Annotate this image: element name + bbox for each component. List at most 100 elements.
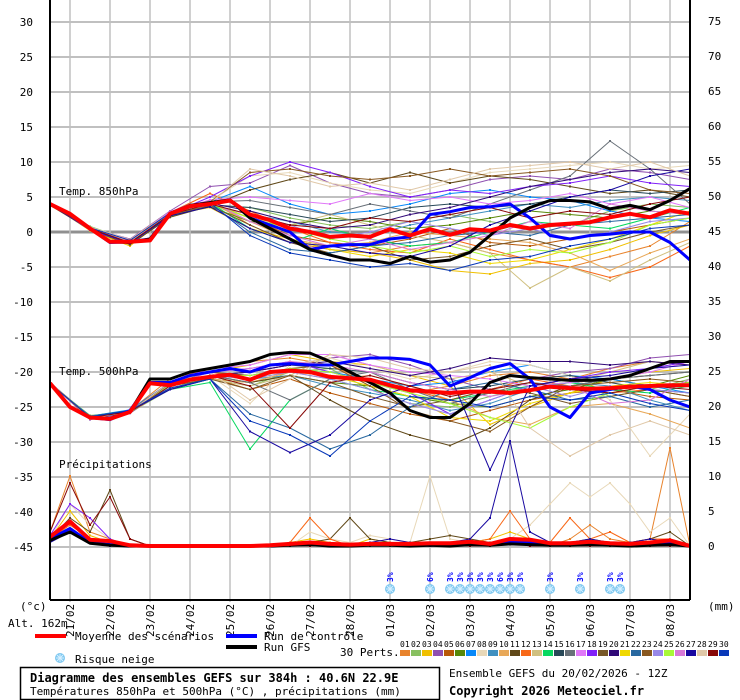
precip-member-11-line-point bbox=[109, 489, 111, 491]
t850-member-17-line-point bbox=[369, 192, 371, 195]
t850-member-28-line-point bbox=[409, 189, 411, 191]
t850-member-27-line-point bbox=[209, 205, 211, 208]
t850-member-25-line-point bbox=[609, 241, 611, 244]
t850-member-11-line-point bbox=[129, 243, 131, 246]
t850-member-10-line-point bbox=[609, 269, 611, 272]
t850-member-29-line-point bbox=[449, 213, 451, 216]
snow-risk-marker: 3% bbox=[505, 572, 515, 594]
t500-member-21-line-point bbox=[649, 381, 651, 384]
precip-member-27-line-point bbox=[529, 531, 531, 533]
t850-member-5-line-point bbox=[529, 245, 531, 247]
t500-member-29-line-point bbox=[529, 381, 531, 384]
member-legend-number: 29 bbox=[708, 640, 718, 649]
t500-member-5-line-point bbox=[489, 409, 491, 412]
t850-member-18-line-point bbox=[569, 182, 571, 184]
t500-member-23-line-point bbox=[609, 381, 611, 384]
precip-member-1-line-point bbox=[69, 475, 71, 477]
t850-member-30-line-point bbox=[369, 266, 371, 268]
legend-control-label: Run de contrôle bbox=[264, 630, 363, 643]
t500-member-19-line-point bbox=[289, 374, 291, 377]
member-legend-swatch bbox=[719, 650, 729, 656]
t500-member-15-line-point bbox=[489, 385, 491, 387]
t850-member-18-line-point bbox=[489, 192, 491, 195]
t850-member-23-line-point bbox=[569, 168, 571, 170]
t850-member-5-line-point bbox=[489, 241, 491, 244]
t850-member-12-line-point bbox=[609, 276, 611, 279]
t850-member-18-line-point bbox=[289, 161, 291, 163]
t850-member-19-line-point bbox=[249, 224, 251, 226]
t500-member-27-line-point bbox=[449, 374, 451, 377]
run-label: Ensemble GEFS du 20/02/2026 - 12Z bbox=[449, 667, 668, 680]
t500-member-23-line-point bbox=[489, 430, 491, 433]
precip-member-27-line-point bbox=[649, 538, 651, 540]
member-legend-number: 20 bbox=[609, 640, 619, 649]
precip-member-8-line-point bbox=[309, 531, 311, 533]
t850-member-15-line-point bbox=[329, 220, 331, 223]
t500-member-20-line-point bbox=[449, 367, 451, 370]
left-tick-label: 20 bbox=[20, 86, 33, 99]
member-legend-number: 08 bbox=[477, 640, 487, 649]
t850-member-28-line-point bbox=[249, 168, 251, 170]
t850-member-6-line-point bbox=[489, 217, 491, 219]
snow-risk-marker: 3% bbox=[545, 572, 555, 594]
t850-member-28-line-point bbox=[289, 175, 291, 177]
t850-member-12-line-point bbox=[329, 241, 331, 244]
t500-member-17-line-point bbox=[289, 353, 291, 356]
legend-control-swatch bbox=[226, 634, 257, 638]
legend-mean-label: Moyenne des scénarios bbox=[75, 630, 214, 643]
right-axis-unit: (mm) bbox=[708, 600, 735, 613]
t500-member-8-line-point bbox=[329, 357, 331, 359]
t500-member-20-line-point bbox=[489, 357, 491, 359]
t850-member-16-line-point bbox=[449, 217, 451, 219]
t500-member-27-line-point bbox=[609, 374, 611, 377]
t500-member-23-line-point bbox=[449, 420, 451, 422]
t500-member-30-line-point bbox=[369, 420, 371, 422]
t500-member-13-line-point bbox=[489, 371, 491, 373]
t850-member-28-line-point bbox=[609, 168, 611, 170]
precip-member-11-line-point bbox=[69, 517, 71, 519]
t850-member-23-line-point bbox=[409, 175, 411, 177]
t500-member-28-line-point bbox=[489, 364, 491, 366]
snow-risk-pct: 3% bbox=[486, 572, 495, 582]
t850-member-15-line-point bbox=[249, 206, 251, 209]
t500-member-19-line-point bbox=[569, 402, 571, 405]
t500-gfs-line bbox=[50, 350, 690, 421]
t850-member-24-line-point bbox=[649, 220, 651, 223]
t850-member-9-line-point bbox=[489, 210, 491, 212]
t500-member-25-line-point bbox=[569, 406, 571, 408]
t500-member-30-line-point bbox=[569, 399, 571, 401]
t850-member-27-line-point bbox=[649, 175, 651, 177]
t850-member-3-line-point bbox=[489, 273, 491, 275]
left-tick-label: -20 bbox=[13, 366, 33, 379]
t500-member-30-line-point bbox=[609, 392, 611, 394]
member-legend-swatch bbox=[422, 650, 432, 656]
member-legend-swatch bbox=[510, 650, 520, 656]
right-tick-label: 30 bbox=[708, 330, 721, 343]
t500-member-11-line-point bbox=[329, 399, 331, 401]
t500-member-24-line-point bbox=[489, 399, 491, 401]
t500-member-28-line-point bbox=[569, 455, 571, 457]
x-tick-label: 03/03 bbox=[464, 604, 477, 637]
t500-member-9-line-point bbox=[489, 402, 491, 405]
member-legend-number: 12 bbox=[521, 640, 531, 649]
t850-member-2-line-point bbox=[289, 217, 291, 219]
t500-member-20-line-point bbox=[369, 367, 371, 370]
t500-member-25-line-point bbox=[289, 367, 291, 370]
t850-member-7-line-point bbox=[529, 196, 531, 198]
member-legend-swatch bbox=[411, 650, 421, 656]
left-axis-unit: (°c) bbox=[20, 600, 47, 613]
member-legend-number: 22 bbox=[631, 640, 641, 649]
t850-member-4-line-point bbox=[289, 164, 291, 167]
right-tick-label: 35 bbox=[708, 295, 721, 308]
t850-member-8-line-point bbox=[369, 189, 371, 191]
t850-member-11-line-point bbox=[569, 185, 571, 188]
t850-member-25-line-point bbox=[329, 238, 331, 240]
t850-member-6-line-point bbox=[369, 220, 371, 223]
t500-member-20-line-point bbox=[649, 360, 651, 363]
left-tick-label: 5 bbox=[26, 191, 33, 204]
right-tick-label: 55 bbox=[708, 155, 721, 168]
t850-member-11-line-point bbox=[529, 178, 531, 181]
snowflake-glyph bbox=[456, 585, 464, 593]
precip-member-8-line-point bbox=[589, 496, 591, 498]
member-legend-swatch bbox=[554, 650, 564, 656]
